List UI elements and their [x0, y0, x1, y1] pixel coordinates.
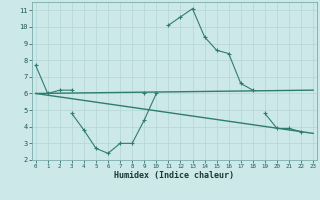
X-axis label: Humidex (Indice chaleur): Humidex (Indice chaleur) [115, 171, 234, 180]
